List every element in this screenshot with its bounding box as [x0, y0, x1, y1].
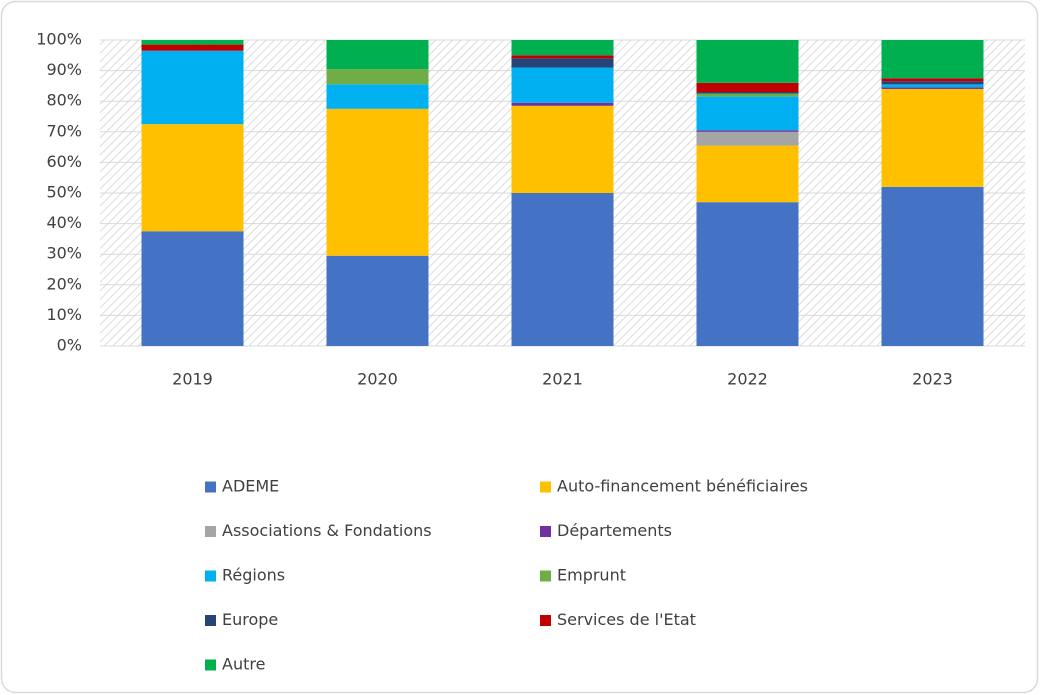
bar-segment [511, 67, 614, 103]
bar-segment [141, 50, 244, 125]
bar-segment [881, 40, 984, 79]
bar-segment [696, 96, 799, 131]
legend-swatch [205, 570, 216, 582]
bar-segment [511, 55, 614, 59]
legend-label: Emprunt [557, 566, 626, 585]
bar-segment [141, 40, 244, 45]
legend-swatch [205, 659, 216, 671]
bar-segment [326, 69, 429, 85]
legend-swatch [540, 526, 551, 537]
legend-swatch [540, 570, 551, 582]
bar-segment [326, 255, 429, 346]
y-tick-label: 20% [46, 274, 82, 293]
bar-segment [881, 81, 984, 85]
bar-segment [511, 105, 614, 193]
bar-segment [326, 40, 429, 70]
y-tick-label: 30% [46, 244, 82, 263]
bar-segment [141, 44, 244, 51]
legend-swatch [205, 526, 216, 537]
legend-label: Auto-financement bénéficiaires [557, 477, 808, 496]
y-tick-label: 70% [46, 121, 82, 140]
x-tick-label: 2021 [542, 370, 583, 389]
bar-segment [881, 88, 984, 187]
bar-segment [511, 40, 614, 56]
legend-swatch [205, 615, 216, 626]
legend-swatch [540, 481, 551, 493]
y-tick-label: 60% [46, 152, 82, 171]
bar-segment [696, 202, 799, 346]
bar-segment [881, 84, 984, 88]
bar-segment [881, 78, 984, 82]
x-tick-label: 2023 [912, 370, 953, 389]
legend-label: Départements [557, 521, 672, 540]
bar-segment [881, 87, 984, 89]
bar-segment [141, 124, 244, 232]
y-tick-label: 90% [46, 60, 82, 79]
legend-swatch [540, 615, 551, 626]
y-tick-label: 10% [46, 305, 82, 324]
bar-segment [696, 82, 799, 93]
y-tick-label: 100% [36, 30, 82, 49]
y-tick-label: 40% [46, 213, 82, 232]
y-tick-label: 80% [46, 91, 82, 110]
legend-label: Régions [222, 566, 285, 585]
legend-label: Europe [222, 610, 278, 629]
bar-segment [881, 186, 984, 346]
legend-label: Autre [222, 655, 265, 674]
legend-label: Services de l'Etat [557, 610, 696, 629]
x-tick-label: 2022 [727, 370, 768, 389]
bar-segment [696, 40, 799, 83]
y-tick-label: 0% [57, 336, 82, 355]
legend-label: Associations & Fondations [222, 521, 432, 540]
bar-segment [141, 231, 244, 346]
bar-segment [511, 58, 614, 68]
bar-segment [696, 130, 799, 132]
x-tick-label: 2020 [357, 370, 398, 389]
bar-segment [696, 131, 799, 146]
bar-segment [696, 93, 799, 97]
bar-segment [326, 84, 429, 109]
x-tick-label: 2019 [172, 370, 213, 389]
bar-segment [326, 108, 429, 256]
bar-segment [511, 102, 614, 106]
legend-swatch [205, 481, 216, 493]
bar-segment [696, 145, 799, 203]
legend-label: ADEME [222, 477, 279, 496]
bar-segment [696, 92, 799, 94]
bar-segment [511, 193, 614, 346]
y-tick-label: 50% [46, 183, 82, 202]
